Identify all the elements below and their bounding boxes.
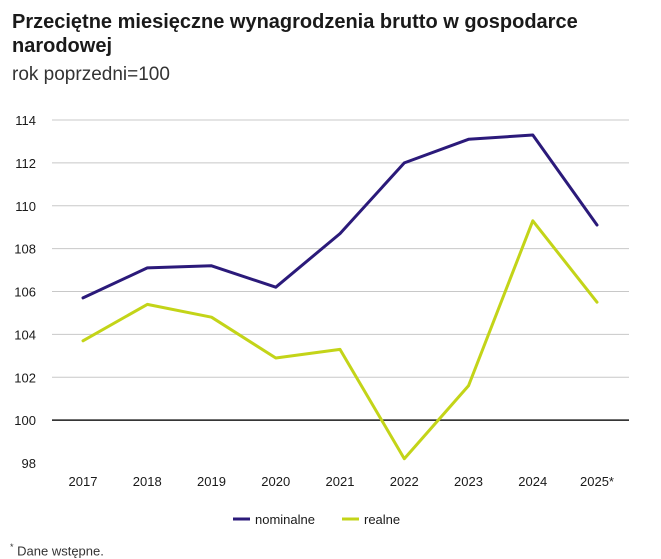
y-tick-label: 104 (14, 327, 36, 342)
x-tick-label: 2018 (133, 474, 162, 489)
footnote-marker: * (10, 542, 14, 552)
legend-label-realne: realne (364, 512, 400, 527)
x-tick-label: 2023 (454, 474, 483, 489)
y-axis-ticks: 98 100 102 104 106 108 110 112 114 (14, 113, 36, 471)
x-tick-label: 2025* (580, 474, 614, 489)
x-tick-label: 2024 (518, 474, 547, 489)
legend: nominalne realne (233, 512, 400, 527)
y-tick-label: 114 (15, 113, 36, 128)
y-tick-label: 106 (14, 285, 36, 300)
footnote-text: Dane wstępne. (17, 543, 104, 559)
series-line-nominalne (81, 133, 599, 300)
series-line-realne (81, 219, 599, 461)
y-tick-label: 110 (15, 199, 36, 214)
y-tick-label: 98 (22, 456, 36, 471)
legend-label-nominalne: nominalne (255, 512, 315, 527)
x-tick-label: 2022 (390, 474, 419, 489)
x-tick-label: 2021 (326, 474, 355, 489)
x-axis-ticks: 2017 2018 2019 2020 2021 2022 2023 2024 2025* (69, 474, 614, 489)
y-tick-label: 102 (14, 370, 36, 385)
y-tick-label: 108 (14, 242, 36, 257)
x-tick-label: 2020 (261, 474, 290, 489)
chart-title: Przeciętne miesięczne wynagrodzenia brut… (12, 11, 578, 57)
grid-layer (52, 119, 629, 421)
series-layer (81, 133, 599, 461)
x-tick-label: 2019 (197, 474, 226, 489)
chart-subtitle: rok poprzedni=100 (12, 64, 170, 85)
y-tick-label: 112 (15, 156, 36, 171)
y-tick-label: 100 (14, 413, 36, 428)
footnote: * Dane wstępne. (10, 539, 104, 559)
x-tick-label: 2017 (69, 474, 98, 489)
